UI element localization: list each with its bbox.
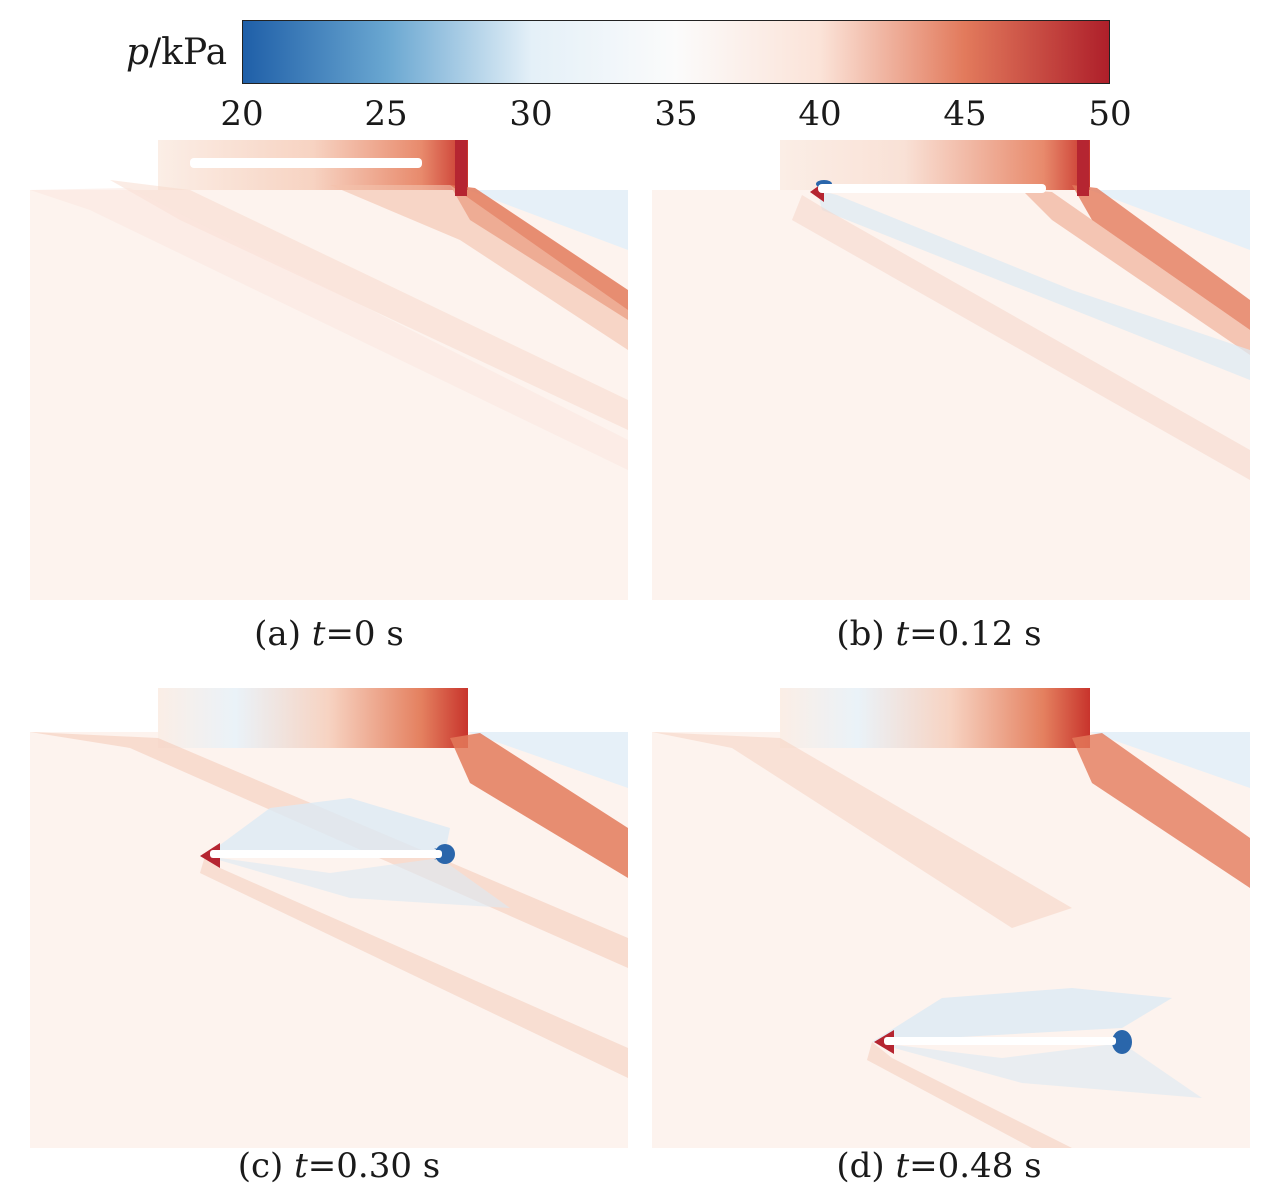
colorbar-tick: 45 <box>943 94 987 134</box>
caption-label: (c) <box>237 1146 295 1186</box>
colorbar-tick: 25 <box>364 94 408 134</box>
caption-b: (b) t=0.12 s <box>640 614 1238 654</box>
colorbar-title: p/kPa <box>126 32 227 73</box>
caption-label: (a) <box>254 614 312 654</box>
caption-c: (c) t=0.30 s <box>40 1146 638 1186</box>
colorbar-tick: 30 <box>509 94 553 134</box>
caption-time-variable: t <box>895 1146 910 1186</box>
caption-label: (d) <box>836 1146 896 1186</box>
colorbar-tick: 40 <box>798 94 842 134</box>
caption-a: (a) t=0 s <box>30 614 628 654</box>
caption-label: (b) <box>836 614 896 654</box>
caption-time-value: =0.30 s <box>307 1146 441 1186</box>
colorbar-tick: 50 <box>1088 94 1132 134</box>
caption-d: (d) t=0.48 s <box>640 1146 1238 1186</box>
caption-time-variable: t <box>311 614 326 654</box>
caption-time-value: =0 s <box>325 614 404 654</box>
colorbar-unit: /kPa <box>149 32 228 73</box>
colorbar-variable: p <box>126 32 150 73</box>
caption-time-variable: t <box>294 1146 308 1186</box>
panel-b-pressure-field <box>652 140 1250 600</box>
caption-time-value: =0.48 s <box>909 1146 1042 1186</box>
caption-time-variable: t <box>895 614 910 654</box>
colorbar-tick: 20 <box>220 94 264 134</box>
colorbar-tick: 35 <box>654 94 698 134</box>
panel-c-pressure-field <box>30 688 628 1148</box>
caption-time-value: =0.12 s <box>909 614 1042 654</box>
colorbar-legend: p/kPa 20 25 30 35 40 45 50 <box>0 0 1276 140</box>
panel-a-pressure-field <box>30 140 628 600</box>
colorbar-gradient <box>242 20 1110 84</box>
panel-d-pressure-field <box>652 688 1250 1148</box>
